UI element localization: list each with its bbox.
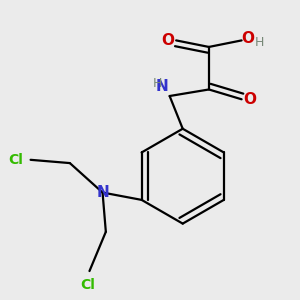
Text: N: N xyxy=(96,185,109,200)
Text: O: O xyxy=(243,92,256,107)
Text: H: H xyxy=(255,35,264,49)
Text: O: O xyxy=(241,31,254,46)
Text: H: H xyxy=(153,77,162,90)
Text: N: N xyxy=(155,80,168,94)
Text: O: O xyxy=(161,33,175,48)
Text: Cl: Cl xyxy=(80,278,95,292)
Text: Cl: Cl xyxy=(8,153,23,167)
